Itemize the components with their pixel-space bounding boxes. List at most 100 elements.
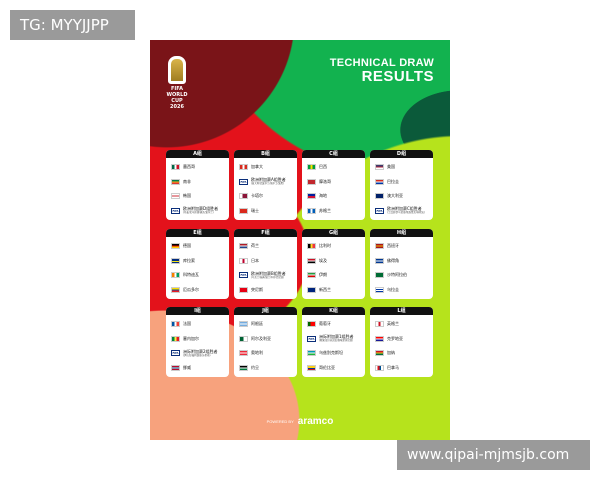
team-name: 库拉索 [183,257,195,263]
team-name: 突尼斯 [251,286,263,292]
team-row: 乌兹别克斯坦 [302,346,365,361]
team-name-text: 伊朗 [319,272,327,278]
sponsor-footer: POWERED BY aramco [150,416,450,427]
group-title: I组 [166,307,229,315]
playoff-candidates: (刚果(金)/牙买加/新喀里多尼亚) [319,339,354,343]
team-name-text: 挪威 [183,364,191,370]
team-name-text: 科特迪瓦 [183,272,199,278]
title-line-2: RESULTS [361,68,434,85]
team-name-text: 突尼斯 [251,286,263,292]
group-card: C组 巴西 摩洛哥 海地 苏格兰 [302,150,365,220]
team-name-text: 埃及 [319,257,327,263]
poster-title: TECHNICAL DRAW RESULTS [329,57,434,85]
team-name-text: 比利时 [319,243,331,249]
team-row: 加拿大 [234,160,297,175]
group-title: K组 [302,307,365,315]
team-name-text: 摩洛哥 [319,178,331,184]
team-name: 欧洲附加赛D组胜者 (丹麦/北马其顿/捷克/爱尔兰) [183,207,218,215]
team-name: 加拿大 [251,165,263,169]
group-title: D组 [370,150,433,158]
team-row: 约旦 [234,361,297,376]
team-row: 新西兰 [302,283,365,298]
country-flag-icon [375,286,384,293]
team-row: 美国 [370,160,433,175]
group-card: G组 比利时 埃及 伊朗 新西兰 [302,229,365,299]
team-name: 日本 [251,258,259,263]
group-title: H组 [370,229,433,237]
team-name: 法国 [183,322,191,326]
team-name-text: 欧洲附加赛B组胜者 [251,270,286,276]
team-row: 挪威 [166,361,229,376]
title-line-1: TECHNICAL DRAW [329,57,434,69]
team-name-text: 英格兰 [387,321,399,327]
team-row: FIFA 洲际附加赛1组胜者 (刚果(金)/牙买加/新喀里多尼亚) [302,332,365,347]
country-flag-icon [239,207,248,214]
team-name-text: 新西兰 [319,286,331,292]
group-card: E组 德国 库拉索 科特迪瓦 厄瓜多尔 [166,229,229,299]
team-row: 突尼斯 [234,283,297,298]
team-name-text: 厄瓜多尔 [183,286,199,292]
logo-text: FIFA [171,86,183,92]
team-name-text: 库拉索 [183,257,195,263]
team-row: 塞内加尔 [166,332,229,347]
team-name: 乌拉圭 [387,286,399,292]
team-name: 德国 [183,244,191,248]
team-name-text: 葡萄牙 [319,321,331,327]
team-name: 韩国 [183,194,191,198]
team-row: 葡萄牙 [302,317,365,332]
team-name-text: 法国 [183,321,191,327]
team-name-text: 欧洲附加赛C组胜者 [387,206,422,212]
team-name-text: 巴拉圭 [387,178,399,184]
team-name: 洲际附加赛1组胜者 (刚果(金)/牙买加/新喀里多尼亚) [319,335,354,343]
team-name-text: 克罗地亚 [387,335,403,341]
team-name-text: 加拿大 [251,164,263,170]
team-name-text: 加纳 [387,350,395,356]
watermark-top-left: TG: MYYJJPP [10,10,135,40]
country-flag-icon [171,321,180,328]
group-card: B组 加拿大 FIFA 欧洲附加赛A组胜者 (意大利/北爱尔兰/威尔士/波黑) 卡塔尔 瑞士 [234,150,297,220]
team-name: 澳大利亚 [387,194,403,198]
team-name-text: 约旦 [251,364,259,370]
team-row: FIFA 欧洲附加赛B组胜者 (乌克兰/瑞典/波兰/阿尔巴尼亚) [234,268,297,283]
country-flag-icon [307,193,316,200]
team-name: 佛得角 [387,258,399,263]
team-row: 埃及 [302,254,365,269]
team-name: 欧洲附加赛C组胜者 (土耳其/罗马尼亚/斯洛伐克/科索沃) [387,206,425,215]
group-card: I组 法国 塞内加尔 FIFA 洲际附加赛2组胜者 (伊拉克/玻利维亚/苏里南) 挪威 [166,307,229,377]
team-name: 奥地利 [251,351,263,355]
group-title: C组 [302,150,365,158]
country-flag-icon [375,164,384,171]
country-flag-icon [375,193,384,200]
team-row: 苏格兰 [302,204,365,219]
powered-by-label: POWERED BY [266,419,294,424]
team-row: 加纳 [370,346,433,361]
team-row: 沙特阿拉伯 [370,268,433,283]
country-flag-icon [307,178,316,185]
country-flag-icon [239,335,248,342]
country-flag-icon [307,321,316,328]
team-row: 卡塔尔 [234,189,297,204]
country-flag-icon [171,335,180,342]
team-name-text: 卡塔尔 [251,193,263,199]
team-row: 韩国 [166,189,229,204]
team-row: 奥地利 [234,346,297,361]
team-row: 澳大利亚 [370,189,433,204]
team-row: 海地 [302,189,365,204]
country-flag-icon [375,272,384,279]
country-flag-icon [307,272,316,279]
team-name-text: 塞内加尔 [183,335,199,341]
team-name: 卡塔尔 [251,194,263,198]
country-flag-icon [375,364,384,371]
team-name-text: 乌拉圭 [387,286,399,292]
team-name: 阿尔及利亚 [251,336,271,341]
team-row: 巴拿马 [370,361,433,376]
team-row: 西班牙 [370,239,433,254]
team-name: 挪威 [183,364,191,370]
country-flag-icon [171,272,180,279]
team-row: FIFA 欧洲附加赛C组胜者 (土耳其/罗马尼亚/斯洛伐克/科索沃) [370,204,433,219]
team-row: 克罗地亚 [370,332,433,347]
team-name-text: 韩国 [183,193,191,199]
country-flag-icon [239,286,248,293]
country-flag-icon [239,364,248,371]
group-card: A组 墨西哥 南非 韩国 FIFA 欧洲附加赛D组胜者 (丹麦/北马其顿/捷克/爱尔兰) [166,150,229,220]
